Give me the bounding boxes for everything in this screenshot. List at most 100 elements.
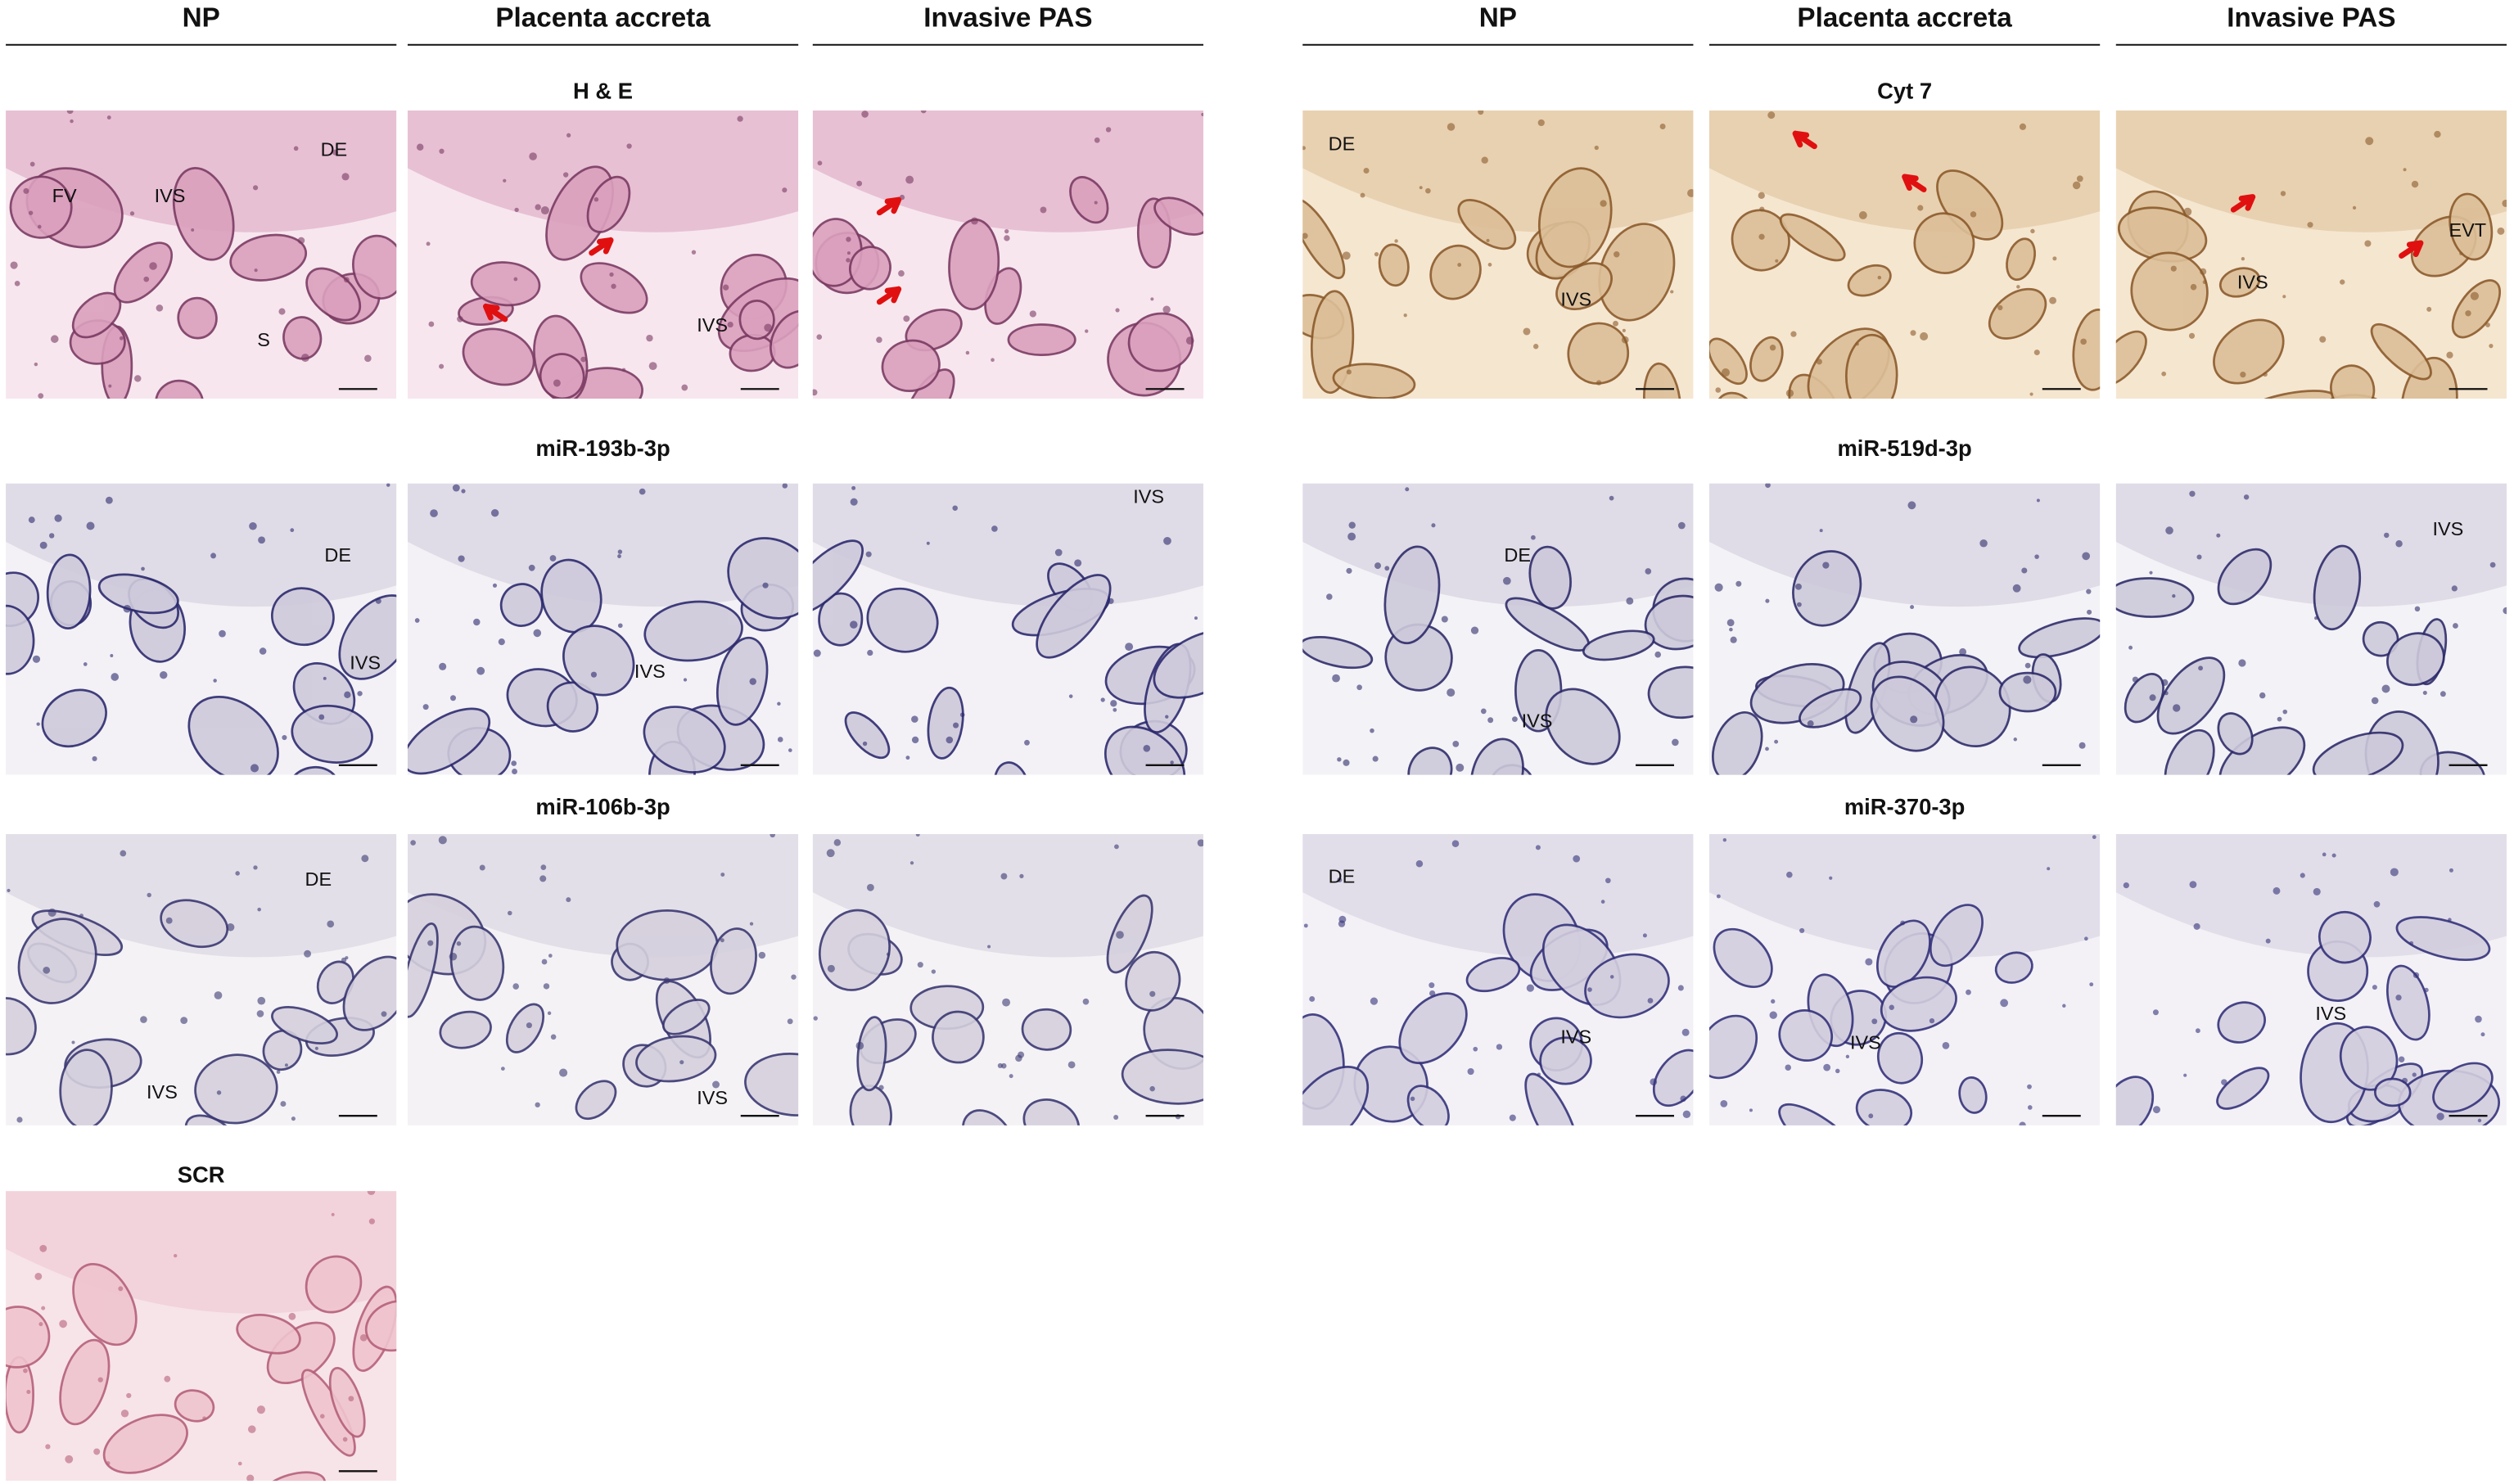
nucleus — [1730, 636, 1737, 643]
villus — [1880, 976, 1957, 1032]
nucleus — [323, 676, 327, 680]
nucleus — [2030, 228, 2035, 234]
nucleus — [2240, 372, 2246, 378]
nucleus — [720, 938, 724, 943]
nucleus — [1758, 233, 1765, 240]
nucleus — [2381, 684, 2390, 693]
red-arrow — [589, 237, 614, 256]
nucleus — [2196, 554, 2202, 560]
nucleus — [1451, 840, 1460, 847]
micrograph — [1302, 483, 1694, 775]
nucleus — [2024, 662, 2031, 669]
nucleus — [1114, 844, 1119, 850]
nucleus — [2173, 704, 2181, 712]
nucleus — [646, 334, 653, 342]
nucleus — [428, 321, 435, 327]
villus — [575, 1080, 617, 1121]
villus — [1778, 1103, 1863, 1125]
nucleus — [1765, 598, 1770, 603]
nucleus — [213, 679, 217, 683]
villus — [1104, 725, 1186, 775]
annotation: DE — [1504, 544, 1531, 566]
nucleus — [1478, 110, 1484, 115]
villus — [716, 636, 769, 726]
nucleus — [1000, 1062, 1007, 1069]
nucleus — [156, 304, 164, 312]
nucleus — [364, 354, 372, 363]
nucleus — [1457, 263, 1462, 268]
villus — [2115, 577, 2195, 618]
stain-label: miR-370-3p — [1844, 794, 1966, 819]
nucleus — [332, 149, 338, 156]
nucleus — [855, 1041, 864, 1050]
nucleus — [2280, 191, 2286, 196]
micrograph — [812, 833, 1203, 1125]
nucleus — [1143, 744, 1151, 752]
nucleus — [2027, 1084, 2032, 1089]
villus — [1524, 1072, 1580, 1125]
villus — [1106, 894, 1153, 974]
nucleus — [2013, 737, 2017, 742]
micrograph — [1302, 110, 1694, 399]
nucleus — [2241, 257, 2245, 261]
nucleus — [1795, 583, 1802, 590]
nucleus — [2390, 868, 2399, 877]
nucleus — [439, 148, 445, 154]
villus — [174, 1389, 215, 1423]
nucleus — [257, 996, 266, 1005]
nucleus — [1526, 984, 1535, 992]
villus — [1958, 1076, 1988, 1114]
nucleus — [1108, 598, 1114, 604]
villus — [59, 1049, 113, 1125]
nucleus — [439, 662, 447, 670]
nucleus — [16, 1116, 23, 1123]
villus — [1870, 675, 1945, 752]
villus — [1332, 363, 1416, 399]
nucleus — [1094, 201, 1098, 205]
nucleus — [1165, 715, 1169, 719]
nucleus — [611, 283, 616, 289]
nucleus — [1342, 251, 1351, 260]
nucleus — [580, 356, 587, 363]
nucleus — [1370, 728, 1374, 733]
nucleus — [71, 1040, 75, 1044]
villus — [1036, 574, 1112, 659]
nucleus — [1332, 674, 1340, 683]
villus — [6, 997, 37, 1056]
villus — [41, 688, 107, 748]
villus — [59, 1338, 111, 1426]
nucleus — [291, 1116, 296, 1121]
red-arrow — [1902, 174, 1927, 192]
nucleus — [2092, 835, 2097, 840]
villus — [291, 704, 373, 764]
nucleus — [2161, 371, 2167, 377]
nucleus — [288, 1312, 296, 1320]
decidua — [1302, 833, 1694, 958]
nucleus — [764, 323, 773, 332]
nucleus — [2402, 1077, 2408, 1084]
nucleus — [1910, 605, 1915, 610]
villus — [187, 695, 279, 775]
nucleus — [1799, 927, 1805, 934]
nucleus — [259, 647, 267, 655]
nucleus — [617, 549, 623, 554]
villus — [2386, 964, 2431, 1041]
nucleus — [1845, 1054, 1850, 1058]
nucleus — [2016, 285, 2020, 289]
nucleus — [2273, 886, 2281, 895]
nucleus — [2434, 130, 2441, 138]
nucleus — [2277, 716, 2282, 722]
nucleus — [529, 152, 537, 160]
nucleus — [1819, 529, 1823, 533]
nucleus — [813, 649, 821, 657]
nucleus — [1496, 1044, 1503, 1050]
nucleus — [2331, 853, 2336, 858]
nucleus — [1771, 999, 1776, 1004]
nucleus — [2189, 490, 2196, 497]
villus — [72, 1263, 138, 1346]
nucleus — [2426, 306, 2432, 312]
nucleus — [2200, 268, 2207, 275]
nucleus — [915, 833, 920, 837]
nucleus — [1807, 720, 1814, 727]
villus — [2124, 673, 2164, 724]
